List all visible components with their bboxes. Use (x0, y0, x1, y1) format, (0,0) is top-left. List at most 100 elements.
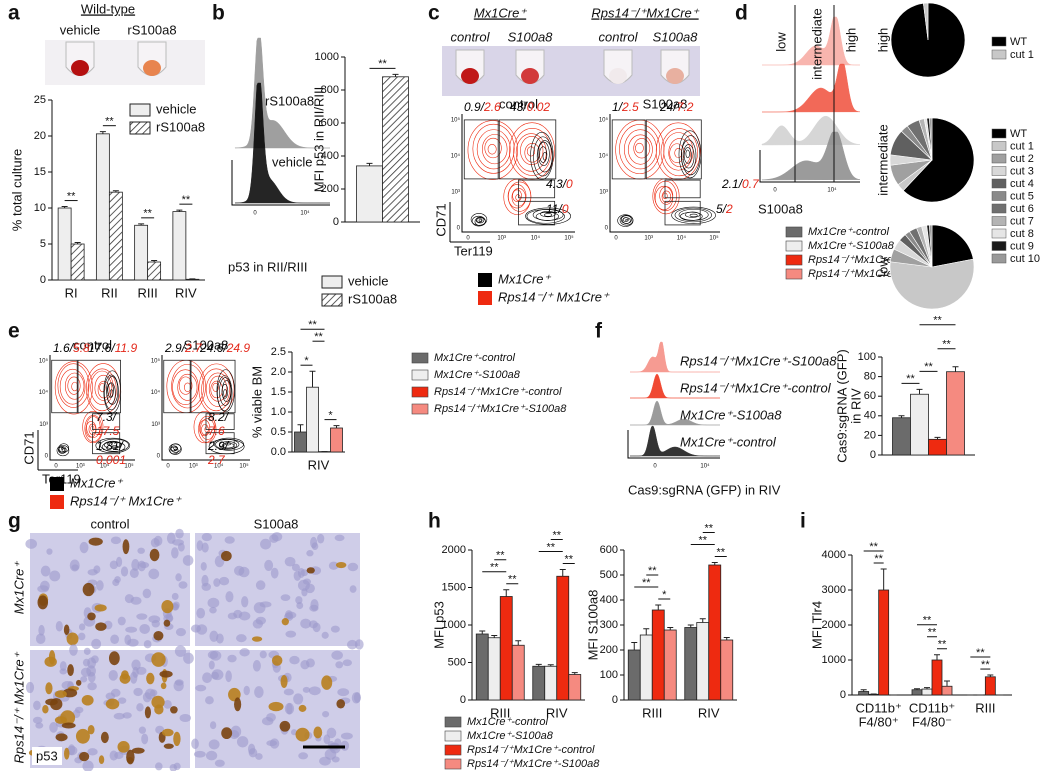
histogram (761, 115, 861, 146)
pellet (143, 60, 161, 76)
nucleus (131, 559, 140, 571)
flow-x-label: Ter119 (454, 243, 493, 258)
stained-cell (153, 631, 164, 641)
histogram (630, 400, 720, 426)
y-tick-label: 1.0 (271, 406, 286, 418)
nucleus (196, 624, 208, 635)
bar (928, 438, 947, 456)
legend-label: cut 8 (1010, 228, 1034, 240)
legend-swatch (411, 369, 429, 381)
gate-separator: / (222, 341, 228, 355)
x-tick-label: 10⁴ (827, 187, 837, 194)
y-tick-label: 10⁵ (451, 117, 461, 124)
contour (671, 206, 716, 224)
legend-label: Mx1Cre⁺ (498, 271, 552, 286)
gate (51, 359, 78, 414)
gate (92, 432, 121, 455)
nucleus (293, 570, 302, 581)
gate-value: 0.7 (742, 177, 760, 191)
panel-label: c (428, 2, 440, 25)
bar (708, 564, 722, 701)
histogram-label: Rps14⁻/⁺Mx1Cre⁺-control (680, 380, 832, 395)
error-bar (392, 73, 399, 77)
significance-label: ** (490, 562, 499, 574)
histogram (761, 131, 861, 181)
nucleus (241, 596, 249, 608)
nucleus (137, 547, 145, 554)
panel-label: a (8, 2, 20, 25)
gate-value: 1.6 (53, 341, 70, 355)
y-tick-label: 3000 (822, 584, 846, 596)
significance-label: ** (564, 553, 573, 565)
legend-swatch (444, 730, 462, 742)
gate-label: 0.9/2.6 (464, 100, 501, 114)
y-tick-label: 2.0 (271, 366, 286, 378)
x-tick-label: RIV (308, 457, 330, 472)
nucleus (195, 684, 207, 692)
contour (526, 146, 536, 157)
legend-label: WT (1010, 128, 1027, 140)
gate (463, 119, 499, 180)
error-bar (61, 206, 68, 208)
nucleus (209, 606, 217, 614)
nucleus (155, 762, 163, 771)
stained-cell (163, 743, 174, 749)
nucleus (340, 732, 353, 740)
y-tick-label: 40 (864, 410, 876, 422)
contour (539, 146, 548, 163)
nucleus (225, 670, 232, 683)
legend-swatch (991, 166, 1007, 176)
histogram-label: Rps14⁻/⁺Mx1Cre⁺-S100a8 (680, 353, 837, 368)
contour (617, 214, 634, 227)
legend-label: Rps14⁻/⁺ Mx1Cre⁺ (498, 289, 610, 304)
flow-y-label: CD71 (433, 203, 448, 236)
bar (720, 639, 734, 701)
nucleus (49, 570, 61, 582)
legend-label: Mx1Cre⁺-control (434, 352, 516, 364)
x-tick-label: RIV (546, 705, 568, 720)
legend-label: rS100a8 (348, 291, 397, 306)
nucleus (175, 573, 182, 582)
contour (674, 148, 683, 159)
stained-cell (321, 675, 333, 690)
y-tick-label: 25 (34, 94, 46, 106)
error-bar (503, 589, 510, 597)
x-tick-label: CD11b⁺ (909, 700, 955, 715)
contour (57, 363, 90, 408)
gate-label: high (843, 28, 858, 53)
nucleus (200, 562, 207, 571)
nucleus (25, 538, 37, 549)
nucleus (254, 686, 264, 699)
nucleus (351, 692, 361, 704)
significance-label: ** (67, 190, 76, 202)
contour (109, 389, 114, 398)
nucleus (211, 671, 219, 680)
stained-cell (54, 716, 67, 724)
pellet (609, 68, 627, 84)
stained-cell (42, 705, 49, 714)
gate-value: 24.6 (199, 341, 224, 355)
y-tick-label: 0.0 (271, 446, 286, 458)
contour (99, 383, 106, 393)
nucleus (298, 752, 309, 760)
contour (86, 416, 101, 438)
contour (173, 446, 178, 451)
histogram (630, 373, 720, 399)
nucleus (302, 578, 312, 585)
nucleus (286, 703, 293, 715)
bar (878, 589, 890, 696)
contour (87, 368, 117, 412)
y-tick-label: 400 (321, 150, 339, 162)
x-axis-label: Cas9:sgRNA (GFP) in RIV (628, 482, 781, 497)
legend-swatch (478, 273, 492, 287)
gate (190, 359, 236, 414)
error-bar (643, 628, 650, 635)
contour (661, 190, 672, 204)
nucleus (112, 578, 120, 587)
legend-swatch (991, 203, 1007, 214)
stained-cell (295, 727, 310, 742)
nucleus (289, 655, 300, 665)
y-tick-label: 100 (600, 669, 618, 681)
legend-swatch (444, 744, 462, 756)
nucleus (141, 733, 149, 745)
